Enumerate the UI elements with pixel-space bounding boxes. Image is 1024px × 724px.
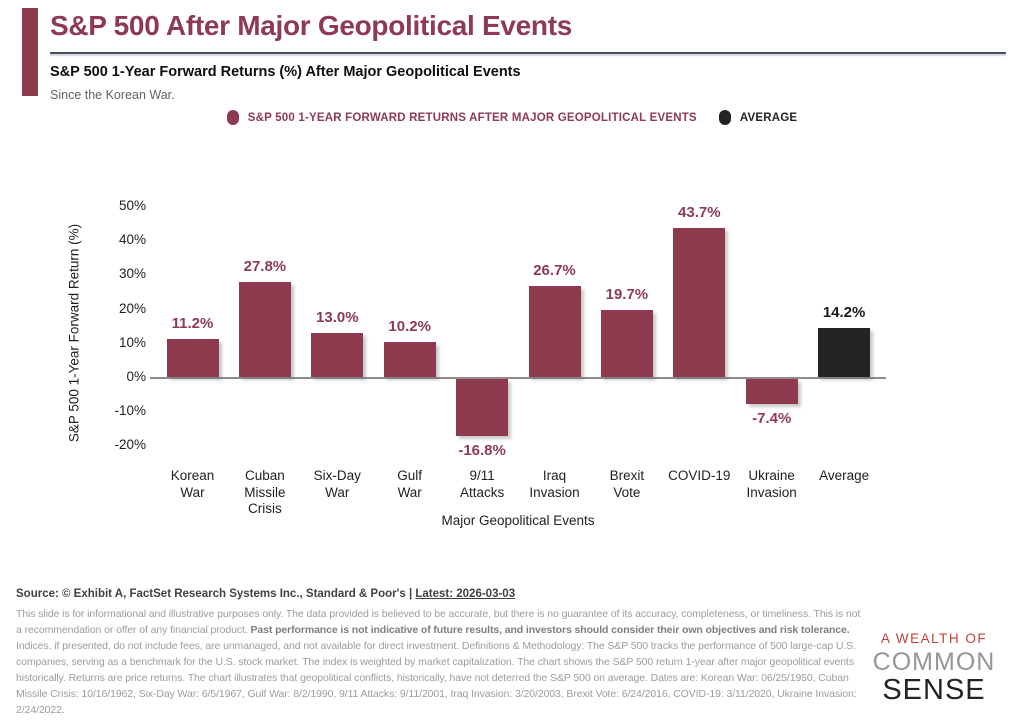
x-category-line: Invasion (529, 484, 580, 500)
x-axis-line (150, 377, 886, 379)
legend-label: S&P 500 1-YEAR FORWARD RETURNS AFTER MAJ… (247, 111, 697, 124)
x-category-line: Invasion (746, 484, 797, 500)
y-axis-title: S&P 500 1-Year Forward Return (%) (66, 223, 82, 443)
y-tick-label: -10% (114, 403, 146, 419)
disclaimer-bold-text: Past performance is not indicative of fu… (250, 624, 850, 636)
x-category-line: Crisis (248, 501, 282, 516)
bar-value-label: 27.8% (243, 257, 287, 275)
title-divider (50, 52, 1006, 54)
legend-item: AVERAGE (718, 110, 798, 125)
source-latest-link[interactable]: Latest: 2026-03-03 (415, 588, 516, 600)
logo-line-sense: SENSE (882, 674, 986, 707)
bar-value-label: -16.8% (458, 442, 506, 460)
y-tick-label: 10% (118, 334, 146, 350)
y-tick-label: 50% (118, 198, 146, 213)
legend-swatch-icon (226, 110, 239, 125)
legend-label: AVERAGE (739, 111, 798, 124)
x-category-label: Cuban Missile Crisis (223, 468, 307, 518)
x-category-line: Six-Day (313, 468, 361, 483)
y-tick-label: 40% (118, 232, 146, 248)
bar (745, 379, 798, 405)
bar (166, 338, 219, 377)
logo-line-common: COMMON (872, 648, 996, 677)
x-category-line: War (180, 484, 205, 500)
bar (600, 309, 653, 377)
x-category-label: Brexit Vote (585, 468, 669, 501)
x-category-line: War (397, 484, 422, 500)
logo-line-a-wealth-of: A WEALTH OF (880, 631, 988, 646)
bar-value-label: 13.0% (316, 308, 359, 326)
bar (238, 281, 291, 377)
x-category-label: Six-Day War (295, 468, 379, 501)
source-text: Source: © Exhibit A, FactSet Research Sy… (16, 588, 416, 600)
bar (383, 342, 436, 377)
x-category-line: Korean (170, 468, 215, 483)
legend: S&P 500 1-YEAR FORWARD RETURNS AFTER MAJ… (0, 110, 1024, 125)
x-axis-title: Major Geopolitical Events (441, 513, 595, 528)
bar-value-label: -7.4% (752, 410, 792, 428)
bar (528, 285, 581, 377)
chart-subtitle: S&P 500 1-Year Forward Returns (%) After… (50, 64, 521, 80)
bar (673, 227, 726, 377)
x-category-line: Attacks (459, 484, 505, 500)
x-category-label: Korean War (151, 468, 235, 501)
x-category-label: 9/11 Attacks (440, 468, 524, 501)
x-category-line: Vote (613, 484, 641, 500)
x-category-line: Brexit (609, 468, 645, 483)
source-line: Source: © Exhibit A, FactSet Research Sy… (16, 588, 515, 600)
x-category-line: 9/11 (469, 468, 495, 483)
bar-value-label: 26.7% (533, 261, 576, 279)
bar (311, 332, 364, 377)
legend-swatch-icon (718, 110, 731, 125)
bar-value-label: 11.2% (171, 314, 214, 332)
x-category-line: Iraq (542, 468, 567, 483)
x-category-line: Gulf (397, 468, 423, 483)
y-tick-label: 0% (126, 369, 146, 384)
x-category-label: COVID-19 (657, 468, 741, 485)
x-category-line: Ukraine (748, 468, 795, 483)
page-title: S&P 500 After Major Geopolitical Events (50, 10, 573, 41)
bar-value-label: 10.2% (388, 318, 431, 336)
x-category-line: Missile (244, 484, 286, 500)
x-category-line: Cuban (244, 468, 285, 483)
y-tick-label: -20% (114, 437, 146, 453)
x-category-label: Iraq Invasion (513, 468, 597, 501)
x-category-label: Gulf War (368, 468, 452, 501)
x-category-label: Average (802, 468, 886, 485)
average-bar (818, 328, 871, 377)
x-category-line: COVID-19 (668, 468, 731, 483)
legend-item: S&P 500 1-YEAR FORWARD RETURNS AFTER MAJ… (226, 110, 697, 125)
bar (456, 379, 509, 437)
x-category-line: War (325, 484, 350, 500)
bar-value-label: 43.7% (678, 203, 721, 221)
x-category-label: Ukraine Invasion (730, 468, 814, 501)
y-tick-label: 20% (118, 300, 146, 316)
disclaimer-text-1: This slide is for informational and illu… (16, 608, 861, 636)
title-accent-bar (22, 8, 38, 96)
bar-value-label: 14.2% (822, 304, 866, 322)
disclaimer: This slide is for informational and illu… (16, 606, 862, 718)
disclaimer-text-2: Indices, if presented, do not include fe… (16, 640, 857, 716)
chart-tagline: Since the Korean War. (50, 88, 175, 102)
brand-logo: A WEALTH OF COMMON SENSE (858, 631, 1010, 707)
bar-value-label: 19.7% (605, 285, 649, 303)
x-category-line: Average (819, 468, 870, 483)
y-tick-label: 30% (118, 266, 146, 282)
